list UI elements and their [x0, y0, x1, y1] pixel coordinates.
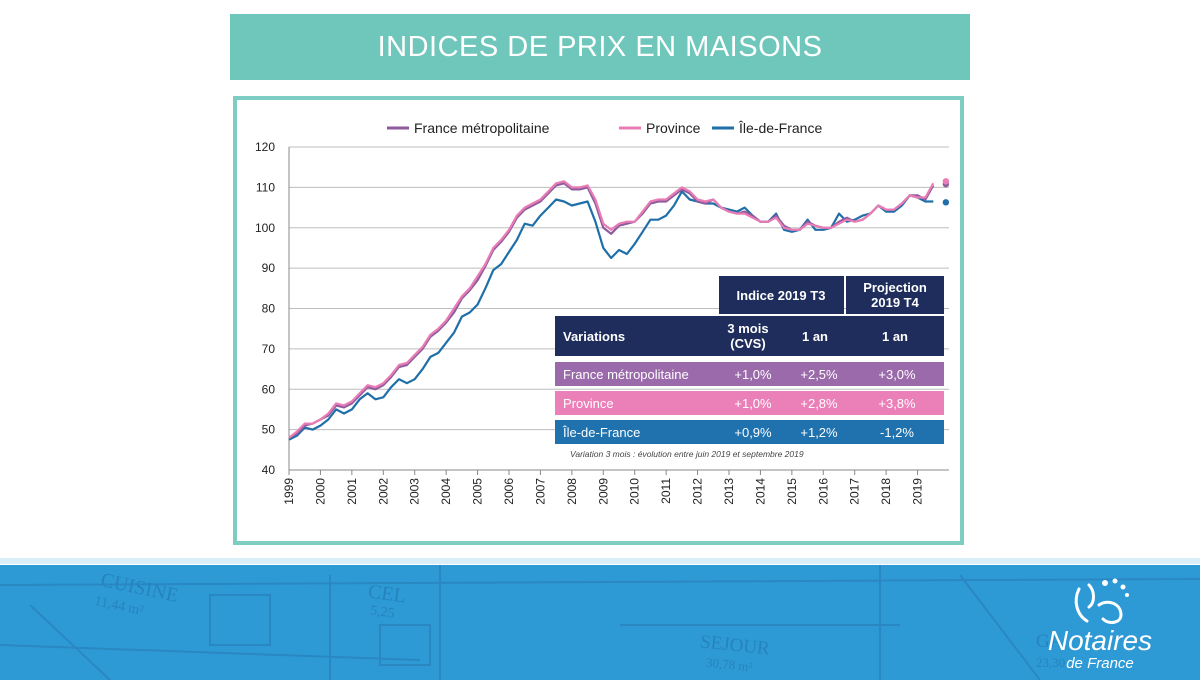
projection-point-idf: [942, 199, 950, 206]
logo-text-notaires: Notaires: [1047, 625, 1153, 656]
x-tick-label: 2011: [659, 478, 673, 504]
title-band: INDICES DE PRIX EN MAISONS: [230, 14, 970, 80]
table-header-row: [555, 316, 944, 356]
page-title: INDICES DE PRIX EN MAISONS: [377, 30, 823, 63]
x-tick-label: 2000: [313, 478, 327, 505]
legend-entry: Province: [646, 120, 701, 136]
x-tick-label: 2012: [691, 478, 705, 505]
notaires-logo: Notaires de France: [1040, 575, 1160, 675]
table-row: [555, 362, 944, 386]
table-header-group-a: [719, 276, 844, 314]
table-header-indice: Indice 2019 T3: [737, 288, 826, 303]
x-tick-label: 2008: [565, 478, 579, 505]
line-chart: 40 50 60 70 80 90 100 110 120 1999 2000 2001 2002 200…: [255, 120, 950, 505]
x-tick-label: 2006: [502, 478, 516, 505]
logo-emblem-icon: [1074, 578, 1129, 624]
table-row: [555, 391, 944, 415]
table-footnote: Variation 3 mois : évolution entre juin …: [570, 449, 804, 459]
plan-label-garage-area: 23,30: [1036, 655, 1066, 670]
floor-plan-pattern: [0, 565, 1200, 680]
table-header-variations: Variations: [563, 329, 625, 344]
x-tick-label: 1999: [282, 478, 296, 505]
x-tick-label: 2019: [911, 478, 925, 505]
table-header-1an-a: 1 an: [802, 329, 828, 344]
x-tick-label: 2005: [471, 478, 485, 505]
table-cell-1an: +2,8%: [800, 396, 838, 411]
y-tick-label: 120: [255, 140, 275, 154]
plan-label-cellier-area: 5,25: [369, 603, 396, 622]
table-cell-projection: +3,0%: [878, 367, 916, 382]
table-row-label: France métropolitaine: [563, 367, 689, 382]
logo-text-de-france: de France: [1066, 655, 1134, 672]
x-tick-label: 2001: [345, 478, 359, 505]
table-header-3mois: 3 mois (CVS): [727, 321, 768, 351]
y-tick-label: 70: [262, 342, 276, 356]
projection-point-province: [942, 178, 950, 185]
y-tick-label: 50: [262, 423, 276, 437]
x-tick-label: 2007: [533, 478, 547, 505]
footer-divider: [0, 558, 1200, 564]
table-header-group-b: [846, 276, 944, 314]
table-row: [555, 420, 944, 444]
series-line-province: [288, 180, 935, 439]
x-tick-label: 2010: [628, 478, 642, 505]
legend-entry: Île-de-France: [738, 120, 822, 136]
table-header-1an-b: 1 an: [882, 329, 908, 344]
series-line-idf: [288, 190, 934, 441]
y-tick-label: 60: [262, 382, 276, 396]
x-tick-label: 2009: [596, 478, 610, 505]
table-cell-1an: +2,5%: [800, 367, 838, 382]
x-tick-label: 2014: [753, 478, 767, 505]
footer-banner: CUISINE 11,44 m² CEL 5,25 SEJOUR 30,78 m…: [0, 565, 1200, 680]
x-tick-label: 2013: [722, 478, 736, 505]
table-row-label: Île-de-France: [562, 425, 640, 440]
y-tick-label: 110: [256, 180, 275, 194]
x-tick-label: 2015: [785, 478, 799, 505]
chart-frame: 40 50 60 70 80 90 100 110 120 1999 2000 2001 2002 200…: [233, 96, 964, 545]
table-cell-3mois: +1,0%: [734, 396, 772, 411]
table-cell-projection: -1,2%: [880, 425, 914, 440]
x-tick-label: 2004: [439, 478, 453, 505]
table-cell-3mois: +0,9%: [734, 425, 772, 440]
x-tick-label: 2016: [816, 478, 830, 505]
y-tick-label: 90: [262, 261, 276, 275]
x-tick-label: 2003: [408, 478, 422, 505]
x-tick-label: 2002: [376, 478, 390, 505]
plan-label-garage: GA: [1036, 631, 1064, 652]
y-tick-label: 80: [262, 302, 276, 316]
x-tick-label: 2017: [848, 478, 862, 505]
legend-entry: France métropolitaine: [414, 120, 550, 136]
table-row-label: Province: [563, 396, 614, 411]
table-header-projection: Projection 2019 T4: [863, 280, 927, 310]
table-cell-projection: +3,8%: [878, 396, 916, 411]
x-tick-label: 2018: [879, 478, 893, 505]
y-tick-label: 100: [255, 221, 275, 235]
y-tick-label: 40: [262, 463, 276, 477]
table-cell-1an: +1,2%: [800, 425, 838, 440]
table-cell-3mois: +1,0%: [734, 367, 772, 382]
